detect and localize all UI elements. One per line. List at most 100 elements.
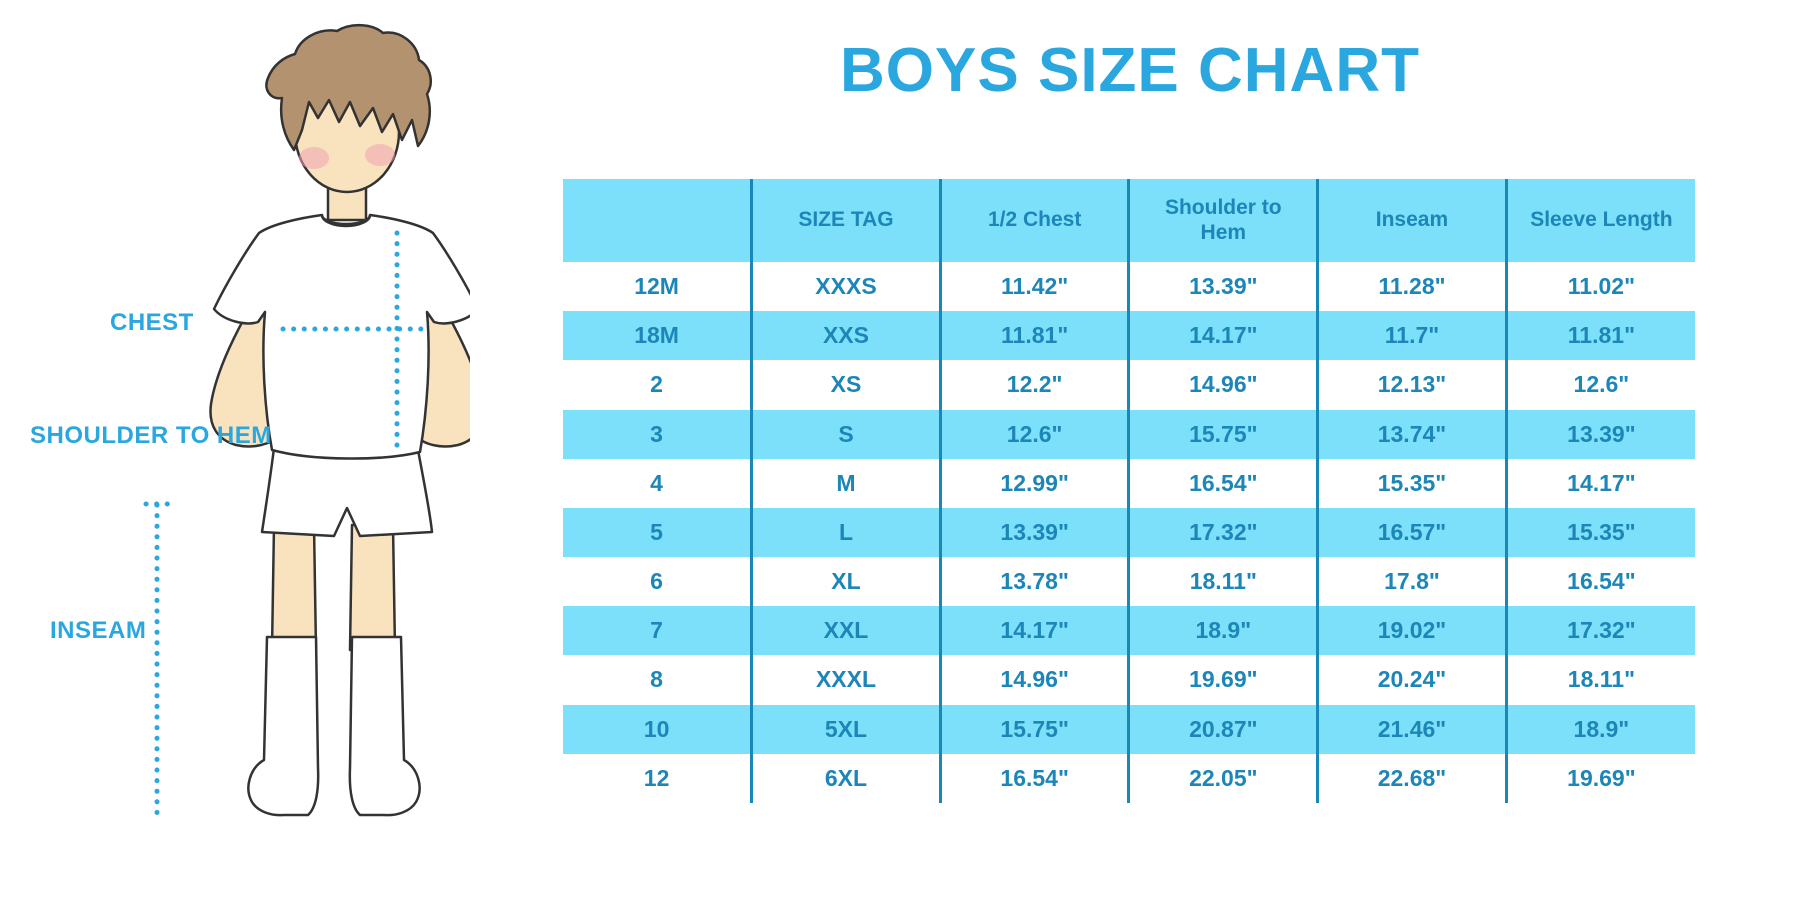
inseam-label: INSEAM [50,617,147,644]
measurement-cell: 16.54" [1504,557,1695,607]
size-tag-cell: M [750,458,941,508]
size-cell: 10 [643,715,670,742]
measurement-cell: 13.39" [1504,409,1695,459]
size-table-body: 12M XXXS 11.42" 13.39" 11.28" 11.02" 18M XXS 11.… [563,262,1695,803]
measurement-cell: 13.78" [938,557,1129,607]
measurement-cell: 19.02" [1316,606,1507,656]
size-cell: 7 [650,617,663,644]
header-cell-size-tag: SIZE TAG [750,179,941,262]
measurement-cell: 12.99" [938,458,1129,508]
measurement-cell: 11.02" [1504,262,1695,312]
measurement-cell: 15.35" [1504,507,1695,558]
measurement-cell: 16.54" [1127,458,1318,508]
measurement-cell: 18.11" [1504,655,1695,705]
measurement-cell: 13.39" [1127,262,1318,312]
table-row: 8 XXXL 14.96" 19.69" 20.24" 18.11" [563,655,1695,705]
measurement-cell: 16.54" [938,753,1129,803]
measurement-cell: 12.13" [1316,360,1507,410]
measurement-cell: 17.32" [1127,507,1318,558]
measurement-cell: 17.8" [1316,557,1507,607]
measurement-cell: 15.75" [938,704,1129,754]
right-leg [348,523,397,652]
measurement-cell: 18.9" [1127,606,1318,656]
measurement-cell: 11.42" [938,262,1129,312]
measurement-cell: 20.87" [1127,704,1318,754]
measurement-cell: 22.68" [1316,753,1507,803]
table-row: 18M XXS 11.81" 14.17" 11.7" 11.81" [563,311,1695,361]
measurement-cell: 18.11" [1127,557,1318,607]
size-tag-cell: 5XL [750,704,941,754]
size-cell: 8 [650,666,663,693]
table-row: 4 M 12.99" 16.54" 15.35" 14.17" [563,458,1695,508]
size-tag-cell: XXL [750,606,941,656]
measurement-cell: 15.75" [1127,409,1318,459]
measurement-cell: 18.9" [1504,704,1695,754]
measurement-cell: 12.2" [938,360,1129,410]
shorts [260,446,434,538]
size-tag-cell: 6XL [750,753,941,803]
page-title: BOYS SIZE CHART [840,36,1420,105]
header-cell-sleeve-length: Sleeve Length [1504,179,1695,262]
measurement-cell: 11.28" [1316,262,1507,312]
measurement-cell: 14.96" [1127,360,1318,410]
left-arm [209,306,277,448]
measurement-cell: 19.69" [1127,655,1318,705]
header-cell-half-chest: 1/2 Chest [938,179,1129,262]
left-sock [247,635,320,817]
table-row: 3 S 12.6" 15.75" 13.74" 13.39" [563,409,1695,459]
measurement-cell: 17.32" [1504,606,1695,656]
measurement-cell: 21.46" [1316,704,1507,754]
size-cell: 2 [650,371,663,398]
measurement-cell: 13.74" [1316,409,1507,459]
boy-illustration [143,24,470,823]
size-cell: 3 [650,420,663,447]
table-row: 7 XXL 14.17" 18.9" 19.02" 17.32" [563,606,1695,656]
measurement-cell: 14.96" [938,655,1129,705]
size-table: SIZE TAG 1/2 Chest Shoulder to Hem Insea… [563,179,1695,803]
size-cell: 18M [634,322,679,349]
left-cheek-blush [299,147,329,169]
measurement-cell: 14.17" [1504,458,1695,508]
measurement-cell: 22.05" [1127,753,1318,803]
table-row: 5 L 13.39" 17.32" 16.57" 15.35" [563,507,1695,558]
header-cell-inseam: Inseam [1316,179,1507,262]
chest-label: CHEST [110,309,194,336]
size-tag-cell: XXXL [750,655,941,705]
measurement-cell: 15.35" [1316,458,1507,508]
measurement-cell: 14.17" [1127,311,1318,361]
measurement-cell: 16.57" [1316,507,1507,558]
measurement-cell: 12.6" [938,409,1129,459]
size-tag-cell: XS [750,360,941,410]
table-row: 2 XS 12.2" 14.96" 12.13" 12.6" [563,360,1695,410]
measurement-cell: 11.81" [1504,311,1695,361]
table-row: 12 6XL 16.54" 22.05" 22.68" 19.69" [563,753,1695,803]
measurement-cell: 11.81" [938,311,1129,361]
size-tag-cell: XXXS [750,262,941,312]
left-leg [270,523,318,652]
size-table-header: SIZE TAG 1/2 Chest Shoulder to Hem Insea… [563,179,1695,262]
size-tag-cell: L [750,507,941,558]
size-cell: 12M [634,273,679,300]
right-arm [417,306,470,448]
collar [320,214,372,228]
measurement-cell: 13.39" [938,507,1129,558]
table-row: 10 5XL 15.75" 20.87" 21.46" 18.9" [563,704,1695,754]
measurement-cell: 20.24" [1316,655,1507,705]
table-row: 6 XL 13.78" 18.11" 17.8" 16.54" [563,557,1695,607]
table-row: 12M XXXS 11.42" 13.39" 11.28" 11.02" [563,262,1695,312]
size-tag-cell: XXS [750,311,941,361]
size-cell: 5 [650,518,663,545]
size-tag-cell: XL [750,557,941,607]
measurement-cell: 12.6" [1504,360,1695,410]
shoulder-to-hem-label: SHOULDER TO HEM [30,422,272,449]
size-cell: 6 [650,568,663,595]
right-cheek-blush [365,144,395,166]
measurement-cell: 14.17" [938,606,1129,656]
hair [265,24,432,152]
right-sock [348,635,421,817]
measurement-cell: 19.69" [1504,753,1695,803]
size-cell: 4 [650,469,663,496]
measurement-cell: 11.7" [1316,311,1507,361]
header-row: SIZE TAG 1/2 Chest Shoulder to Hem Insea… [563,179,1695,262]
